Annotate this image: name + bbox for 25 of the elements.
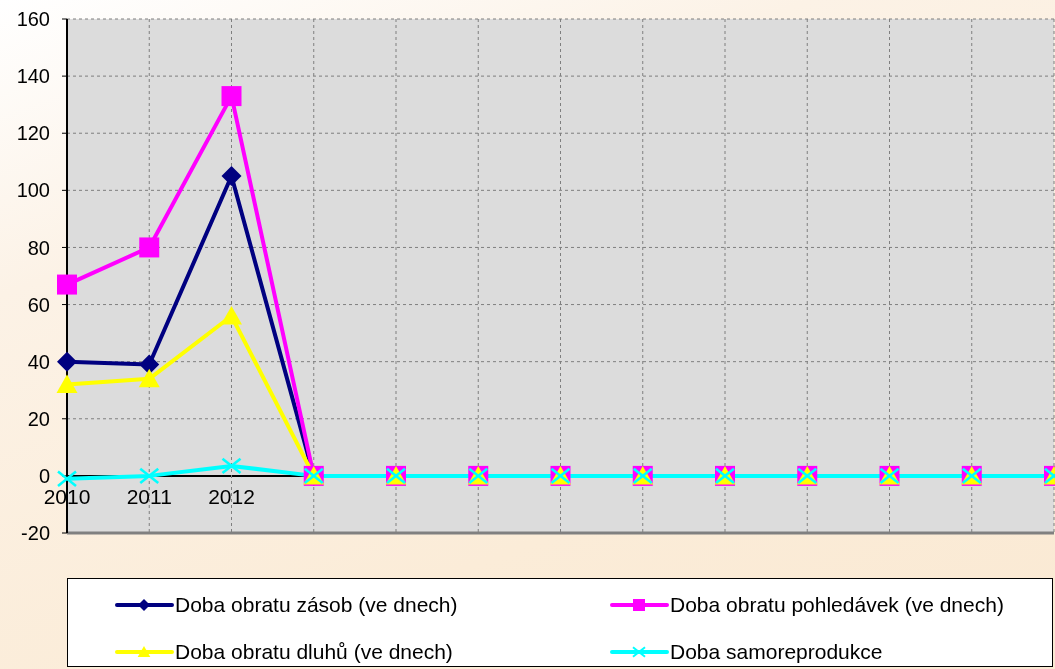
point — [57, 351, 77, 372]
legend-label: Doba samoreprodukce — [670, 640, 883, 664]
y-tick-label: 60 — [27, 293, 50, 316]
point — [221, 86, 242, 107]
point — [56, 374, 78, 394]
point — [138, 368, 160, 388]
y-tick-label: 120 — [16, 122, 50, 145]
x-tick-label: 2012 — [208, 484, 255, 508]
y-tick-label: 160 — [16, 8, 50, 31]
x-tick-label: 2011 — [126, 484, 172, 508]
y-tick-label: 80 — [27, 236, 50, 259]
point — [221, 166, 242, 187]
legend-label: Doba obratu pohledávek (ve dnech) — [670, 593, 1004, 617]
y-tick-label: 20 — [27, 407, 50, 430]
y-tick-label: 100 — [16, 179, 50, 202]
point — [139, 354, 160, 375]
point — [57, 274, 77, 295]
legend-label: Doba obratu dluhů (ve dnech) — [175, 640, 453, 664]
y-tick-label: -20 — [21, 522, 50, 545]
y-tick-label: 40 — [27, 350, 50, 373]
legend-label: Doba obratu zásob (ve dnech) — [175, 593, 458, 617]
point — [221, 305, 242, 325]
y-tick-label: 140 — [16, 65, 50, 88]
point — [139, 237, 160, 258]
y-tick-label: 0 — [38, 464, 50, 487]
